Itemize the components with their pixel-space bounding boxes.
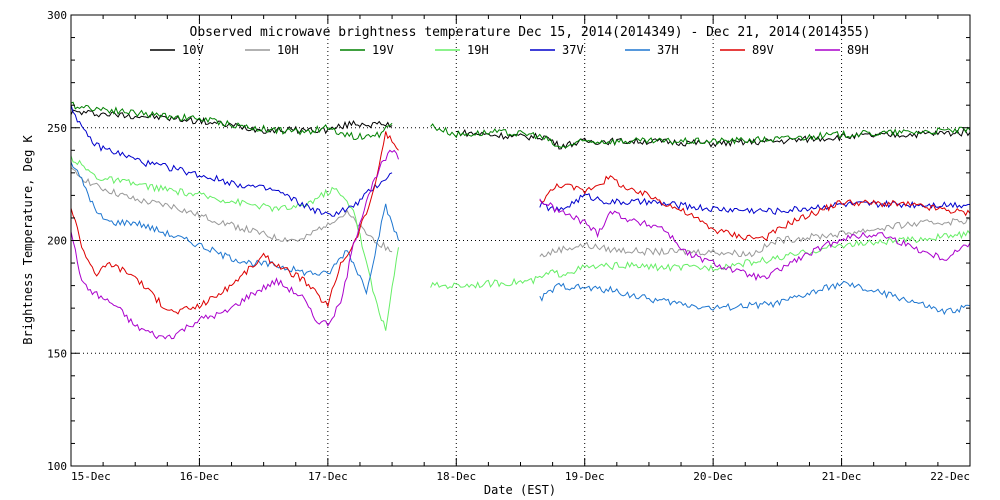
series-lines xyxy=(70,101,971,340)
series-line-37v xyxy=(539,193,971,215)
legend-label-89h: 89H xyxy=(847,43,869,57)
legend-label-19v: 19V xyxy=(372,43,394,57)
series-line-19h xyxy=(430,229,971,290)
grid-lines xyxy=(71,15,970,466)
chart-title: Observed microwave brightness temperatur… xyxy=(190,25,871,40)
x-tick-label: 21-Dec xyxy=(822,470,862,483)
series-line-10v xyxy=(70,109,393,135)
series-line-37h xyxy=(539,280,971,316)
x-tick-label: 20-Dec xyxy=(693,470,733,483)
y-tick-label: 100 xyxy=(47,460,67,473)
x-tick-label: 18-Dec xyxy=(436,470,476,483)
legend-label-89v: 89V xyxy=(752,43,774,57)
legend-label-37h: 37H xyxy=(657,43,679,57)
y-tick-label: 300 xyxy=(47,9,67,22)
x-axis-label: Date (EST) xyxy=(484,483,556,497)
x-tick-label: 17-Dec xyxy=(308,470,348,483)
y-tick-label: 150 xyxy=(47,347,67,360)
series-line-89h xyxy=(539,198,971,282)
series-line-89v xyxy=(539,175,971,242)
x-tick-label: 22-Dec xyxy=(930,470,970,483)
y-tick-label: 250 xyxy=(47,122,67,135)
series-line-10v xyxy=(456,128,971,150)
y-axis-ticks: 100 150 200 250 300 xyxy=(47,9,970,473)
series-line-37h xyxy=(70,161,399,296)
x-tick-label: 19-Dec xyxy=(565,470,605,483)
x-tick-label: 16-Dec xyxy=(180,470,220,483)
legend: 10V 10H 19V 19H 37V 37H 89V 89H xyxy=(150,43,869,57)
series-line-19v xyxy=(70,101,393,141)
series-line-89v xyxy=(70,131,399,315)
series-line-19h xyxy=(70,155,399,331)
legend-label-10h: 10H xyxy=(277,43,299,57)
series-line-10h xyxy=(539,216,971,258)
series-line-10h xyxy=(70,167,393,253)
legend-label-10v: 10V xyxy=(182,43,204,57)
x-tick-label: 15-Dec xyxy=(71,470,111,483)
x-axis-ticks: 15-Dec 16-Dec 17-Dec 18-Dec 19-Dec 20-Dec 21-D… xyxy=(70,15,971,483)
y-tick-label: 200 xyxy=(47,235,67,248)
legend-label-37v: 37V xyxy=(562,43,584,57)
legend-label-19h: 19H xyxy=(467,43,489,57)
series-line-89h xyxy=(70,149,399,340)
series-line-19v xyxy=(430,123,971,149)
y-axis-label: Brightness Temperature, Deg K xyxy=(21,134,35,344)
series-line-37v xyxy=(70,104,393,217)
